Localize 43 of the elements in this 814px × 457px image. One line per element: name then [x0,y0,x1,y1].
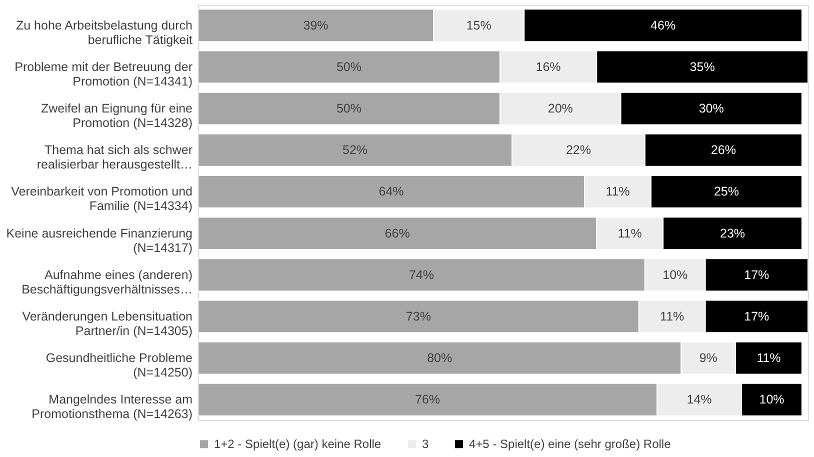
data-label: 14% [686,392,712,407]
data-label: 74% [408,268,434,282]
y-tick-label: Gesundheitliche Probleme (N=14250) [46,351,193,380]
data-label: 52% [342,143,368,158]
y-tick-label: Keine ausreichende Finanzierung (N=14317) [6,226,193,255]
data-label: 22% [566,143,592,158]
data-label: 66% [384,226,410,240]
data-label: 73% [406,309,431,324]
data-label: 17% [744,309,770,324]
y-tick-label: Probleme mit der Betreuung der Promotion (N=14341) [14,60,192,88]
data-label: 23% [720,226,746,240]
data-label: 80% [427,351,452,366]
y-tick-label: Thema hat sich als schwer realisierbar herausgestellt… [36,143,192,172]
data-label: 11% [606,184,630,199]
data-label: 15% [466,18,492,32]
data-label: 39% [303,18,328,32]
data-label: 46% [650,18,676,32]
y-tick-label: Mangelndes Interesse am Promotionsthema (N=14263) [32,392,192,422]
data-label: 10% [662,268,688,282]
data-label: 11% [756,351,781,366]
data-label: 64% [378,184,404,199]
data-label: 26% [710,143,736,158]
y-tick-label: Vereinbarkeit von Promotion und Familie (N=14334) [11,184,193,214]
legend-label: 4+5 - Spielt(e) eine (sehr große) Rolle [469,437,672,452]
data-label: 50% [336,102,362,116]
data-label: 30% [698,102,724,116]
data-label: 9% [699,351,718,366]
data-label: 76% [414,392,440,407]
data-label: 10% [759,392,784,407]
y-tick-label: Zweifel an Eignung für eine Promotion (N=14328) [41,102,193,130]
data-label: 17% [744,268,770,282]
data-label: 11% [618,226,642,240]
data-label: 11% [660,309,684,324]
data-label: 20% [548,102,573,116]
y-tick-label: Veränderungen Lebensituation Partner/in (N=14305) [22,309,193,338]
data-label: 50% [336,60,362,74]
y-tick-label: Aufnahme eines (anderen) Beschäftigungsverhältnisses… [22,268,192,296]
legend-label: 3 [422,437,429,452]
legend-label: 1+2 - Spielt(e) (gar) keine Rolle [214,437,382,452]
data-label: 25% [714,184,739,199]
y-tick-label: Zu hohe Arbeitsbelastung durch berufliche Tätigkeit [16,18,194,47]
data-label: 16% [536,60,561,74]
data-label: 35% [690,60,715,74]
